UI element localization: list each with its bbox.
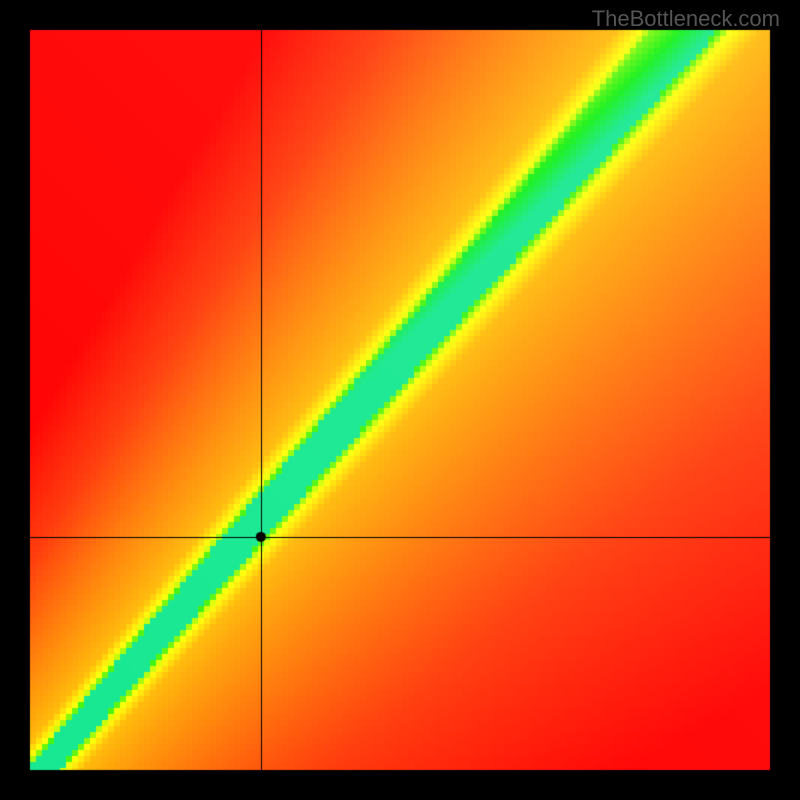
- heatmap-canvas: [0, 0, 800, 800]
- chart-container: TheBottleneck.com: [0, 0, 800, 800]
- watermark-text: TheBottleneck.com: [592, 6, 780, 32]
